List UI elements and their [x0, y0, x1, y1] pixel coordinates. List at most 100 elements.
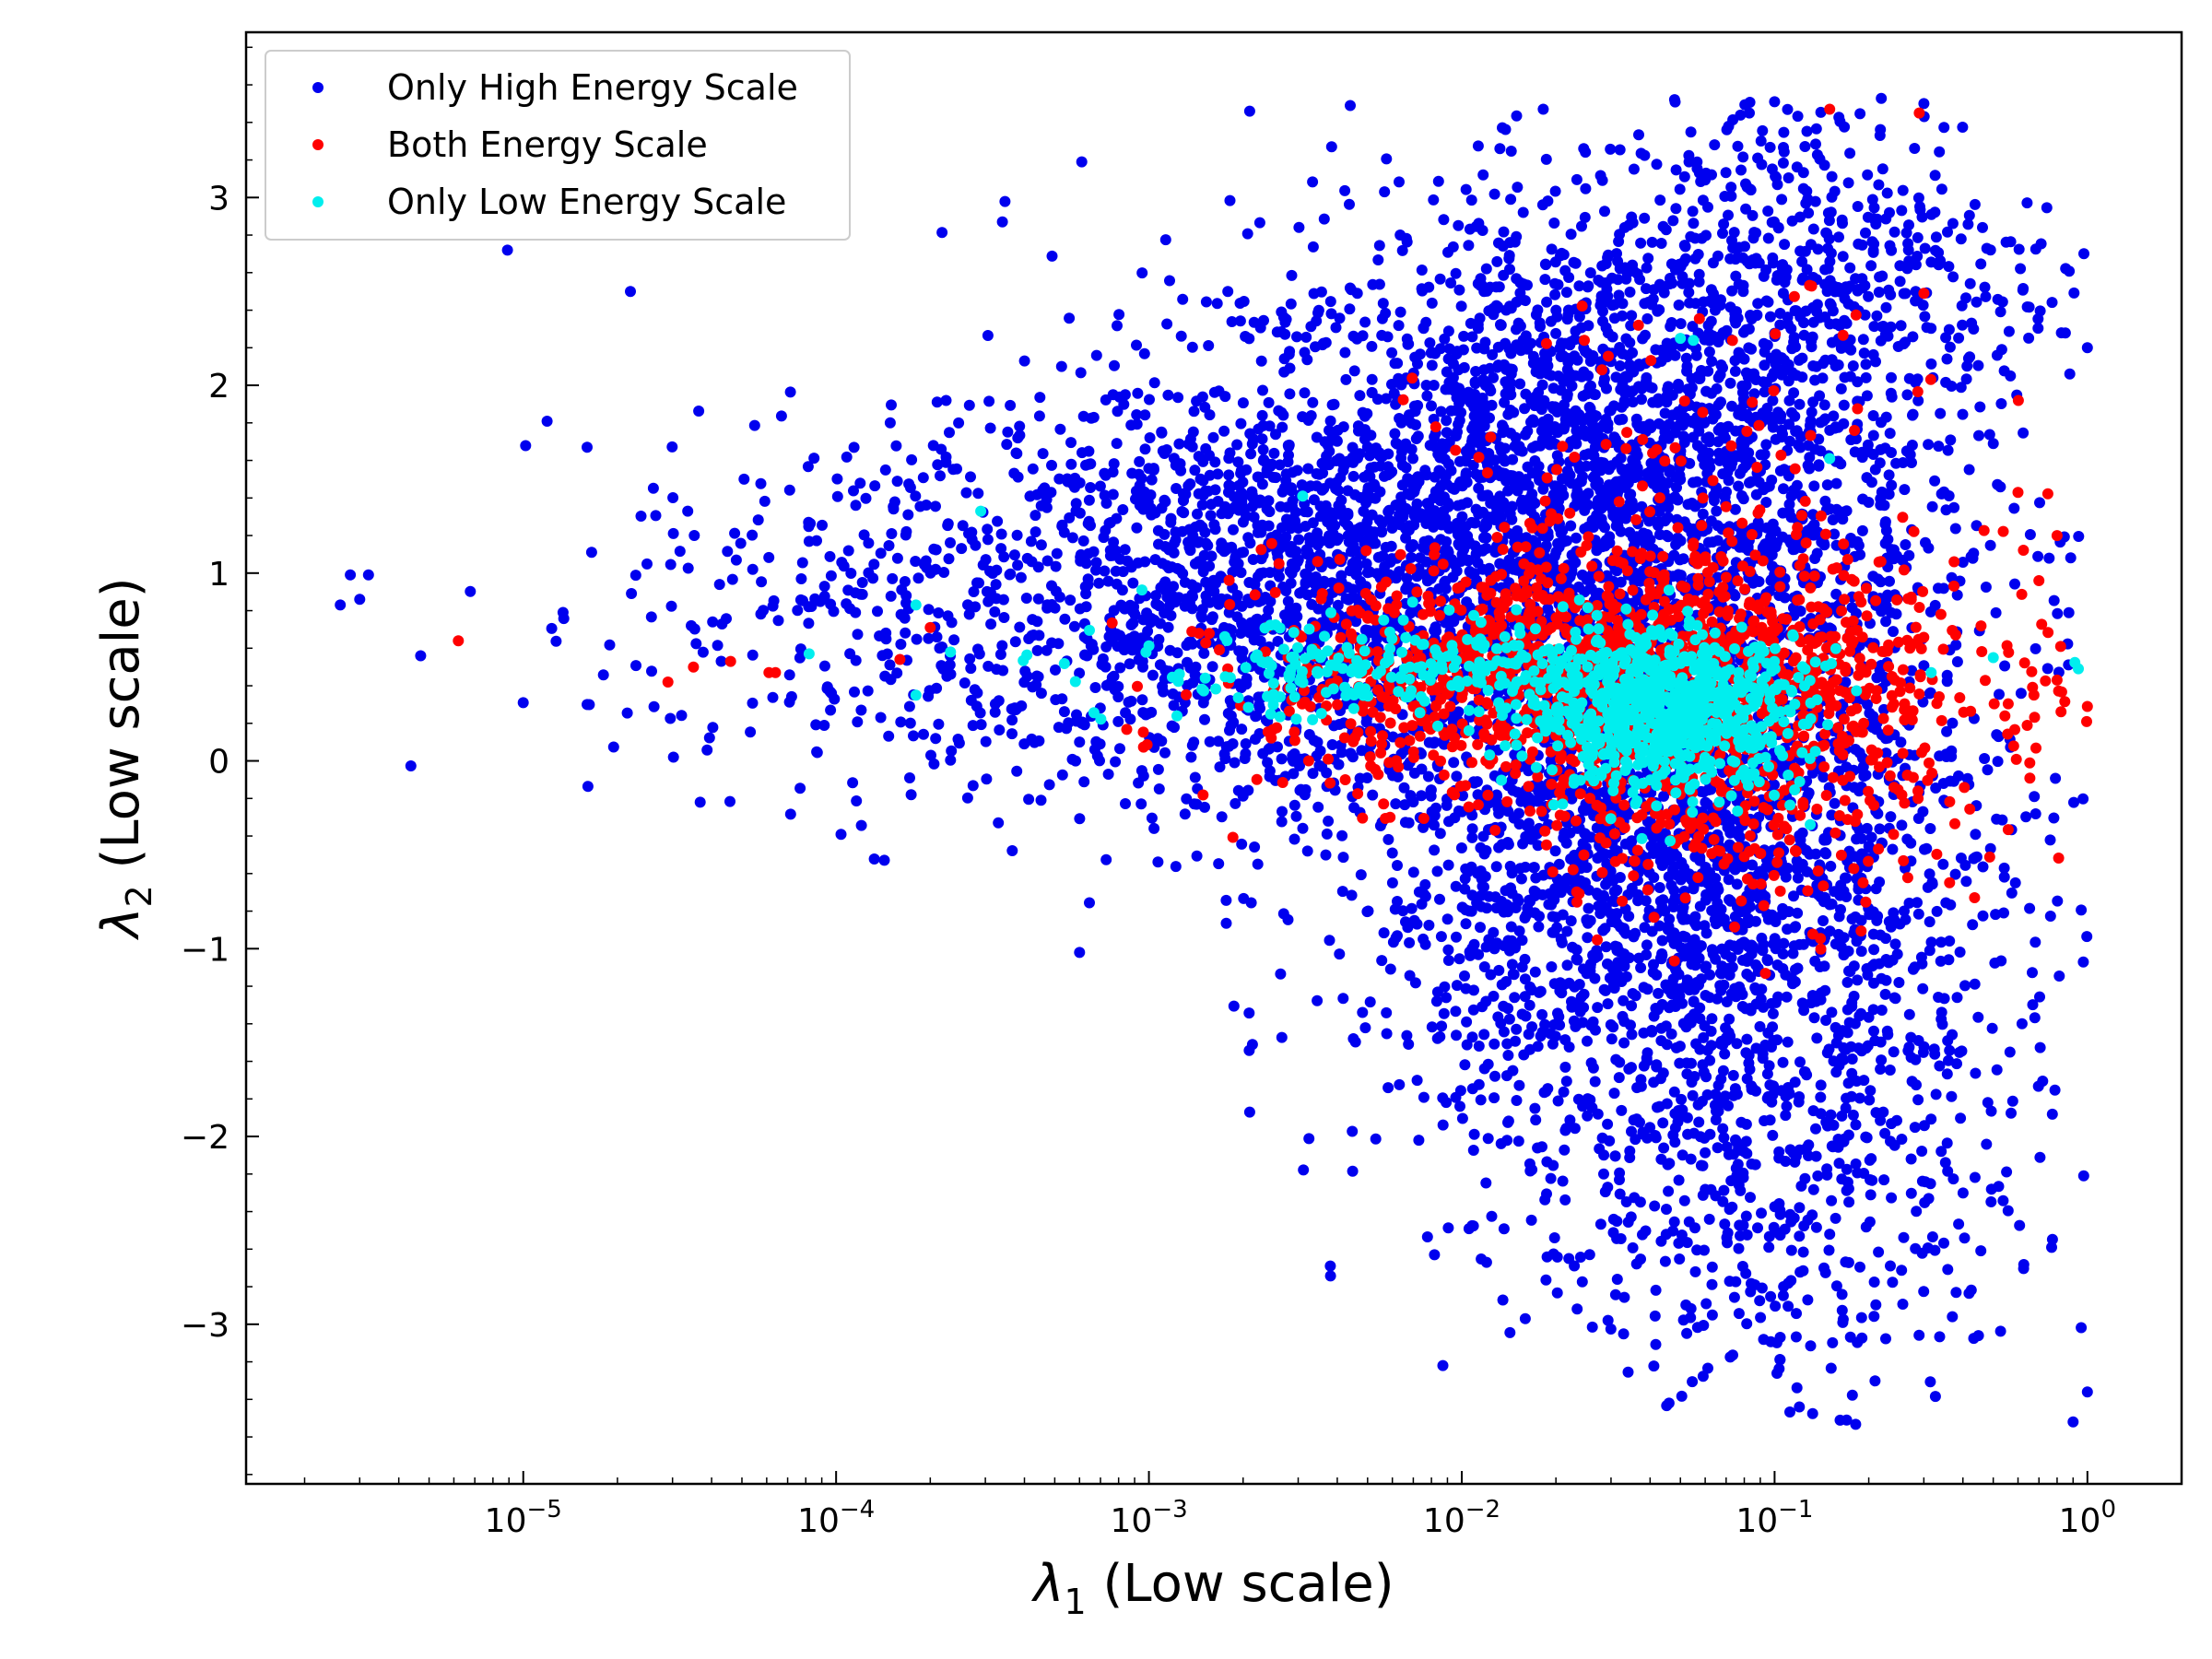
scatter-point [1889, 938, 1901, 950]
scatter-point [2034, 497, 2045, 509]
scatter-point [1571, 495, 1583, 507]
scatter-point [1508, 406, 1520, 418]
scatter-point [2077, 793, 2089, 805]
scatter-point [1688, 917, 1700, 929]
scatter-point [1535, 1030, 1547, 1042]
scatter-point [1811, 1032, 1823, 1044]
scatter-point [1613, 289, 1625, 301]
scatter-point [1778, 126, 1790, 138]
scatter-point [1854, 108, 1866, 120]
scatter-point [1277, 806, 1288, 818]
scatter-point [2050, 772, 2062, 784]
scatter-point [1791, 479, 1803, 491]
scatter-point [1559, 979, 1570, 991]
scatter-point [2044, 834, 2056, 846]
scatter-point [1586, 448, 1598, 460]
scatter-point [1767, 1129, 1779, 1141]
scatter-point [1511, 273, 1523, 285]
scatter-point [1583, 488, 1594, 500]
scatter-point [1868, 944, 1880, 956]
scatter-point [1403, 338, 1415, 350]
scatter-point [1808, 480, 1820, 492]
scatter-point [1204, 735, 1216, 747]
scatter-point [1524, 896, 1536, 908]
scatter-point [1960, 876, 1972, 888]
scatter-point [1610, 371, 1622, 383]
scatter-point [1567, 853, 1579, 865]
scatter-point [1479, 336, 1491, 348]
scatter-point [2032, 1080, 2044, 1092]
scatter-point [1640, 329, 1651, 341]
scatter-point [1977, 910, 1989, 922]
scatter-point [1463, 240, 1475, 252]
scatter-point [1616, 1104, 1628, 1116]
scatter-point [1879, 518, 1891, 530]
scatter-point [1550, 912, 1562, 924]
scatter-point [1996, 814, 2008, 826]
scatter-point [1509, 992, 1521, 1004]
scatter-point [1575, 476, 1587, 488]
scatter-point [1518, 1049, 1530, 1061]
scatter-point [1717, 1123, 1729, 1135]
scatter-point [1867, 429, 1879, 441]
scatter-point [1452, 346, 1463, 358]
scatter-point [2048, 594, 2060, 606]
scatter-point [1249, 841, 1261, 853]
scatter-point [1600, 322, 1612, 334]
scatter-point [1515, 873, 1527, 885]
scatter-point [1519, 861, 1531, 873]
scatter-point [1392, 896, 1403, 907]
scatter-point [1616, 463, 1628, 475]
scatter-point [1127, 577, 1139, 589]
scatter-point [1257, 384, 1268, 396]
scatter-point [1690, 349, 1702, 361]
scatter-point [1783, 359, 1794, 371]
scatter-point [1587, 949, 1599, 961]
scatter-point [1960, 373, 1972, 385]
scatter-point [1403, 1039, 1415, 1050]
scatter-point [1424, 337, 1436, 348]
scatter-point [1665, 321, 1677, 333]
scatter-point [1030, 526, 1041, 538]
scatter-point [1291, 331, 1302, 343]
scatter-point [1670, 203, 1682, 215]
scatter-point [1359, 1022, 1371, 1034]
scatter-point [1907, 409, 1918, 421]
scatter-point [1459, 970, 1470, 982]
scatter-point [2009, 578, 2020, 590]
scatter-point [1627, 385, 1639, 397]
scatter-point [1451, 980, 1463, 992]
scatter-point [1301, 845, 1313, 857]
scatter-point [1561, 465, 1573, 477]
scatter-point [1552, 1007, 1563, 1019]
scatter-point [1717, 362, 1728, 373]
scatter-point [1500, 304, 1512, 316]
scatter-point [1226, 316, 1238, 327]
scatter-point [1473, 1078, 1485, 1090]
scatter-point [1780, 871, 1792, 883]
scatter-point [1513, 1079, 1525, 1091]
scatter-point [1884, 1065, 1896, 1076]
scatter-point [1699, 920, 1711, 932]
scatter-point [1172, 392, 1184, 404]
scatter-point [1505, 146, 1517, 157]
scatter-point [1566, 477, 1577, 489]
scatter-point [1625, 1019, 1636, 1031]
scatter-point [1917, 982, 1929, 994]
scatter-point [1882, 534, 1894, 546]
scatter-point [1339, 347, 1351, 359]
scatter-point [1734, 905, 1746, 917]
scatter-point [1441, 913, 1453, 925]
scatter-point [1477, 169, 1489, 181]
scatter-point [1533, 921, 1545, 933]
scatter-point [1610, 1053, 1622, 1065]
scatter-point [1551, 1287, 1563, 1299]
scatter-point [1782, 1036, 1794, 1048]
scatter-point [1437, 1092, 1449, 1104]
scatter-point [2024, 529, 2036, 540]
scatter-point [1500, 442, 1511, 454]
scatter-point [1580, 805, 1591, 817]
scatter-point [2077, 956, 2089, 968]
scatter-point [2006, 1107, 2017, 1119]
scatter-point [1372, 254, 1384, 265]
